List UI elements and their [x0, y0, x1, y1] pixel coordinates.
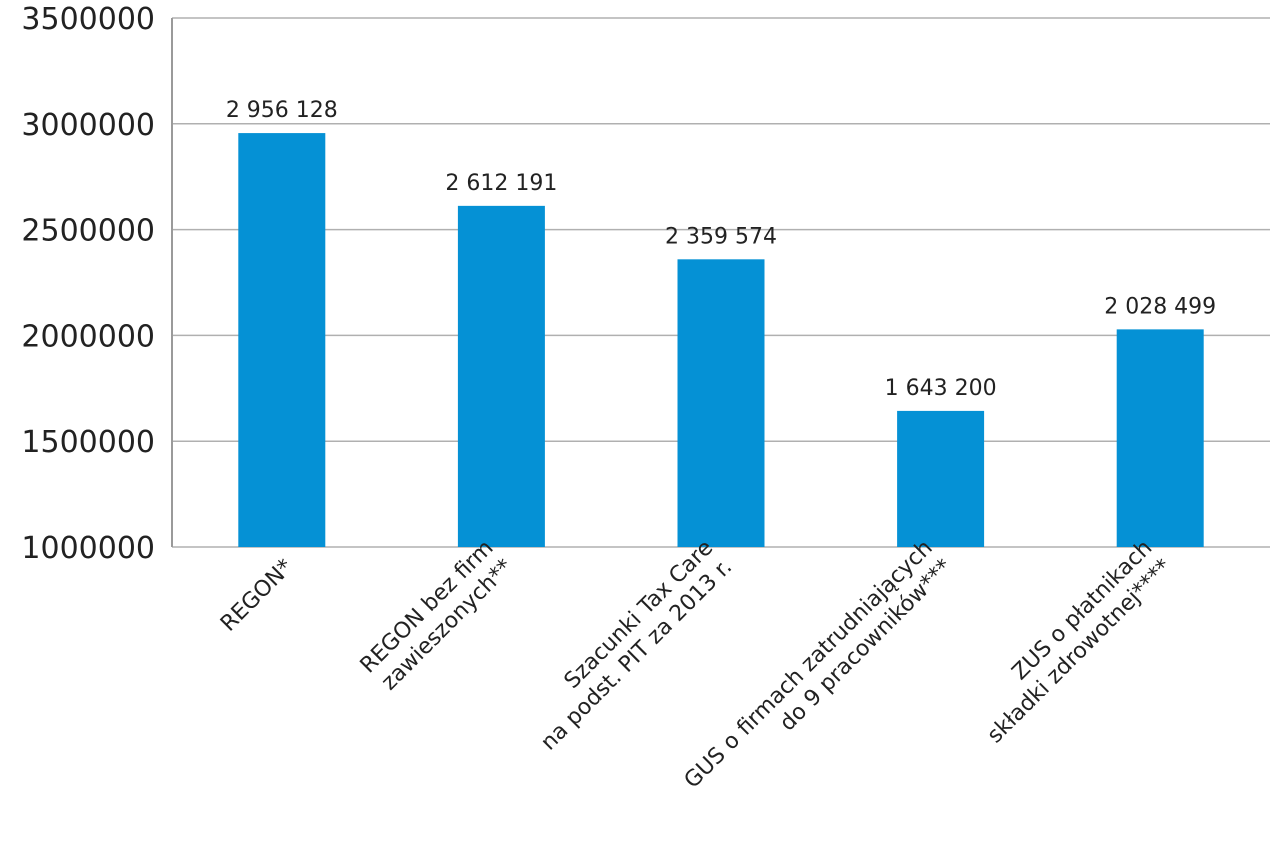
category-label: REGON* — [216, 555, 298, 637]
category-label-line: REGON* — [216, 555, 298, 637]
y-tick-label: 2500000 — [21, 214, 155, 249]
y-tick-label: 1500000 — [21, 425, 155, 460]
data-label: 2 612 191 — [445, 171, 557, 196]
y-tick-label: 3000000 — [21, 108, 155, 143]
y-tick-label: 1000000 — [21, 531, 155, 566]
category-label-line: na podst. PIT za 2013 r. — [536, 555, 737, 756]
bar — [677, 259, 765, 547]
bar — [457, 205, 545, 547]
bars — [238, 133, 1204, 547]
bar — [897, 410, 985, 547]
data-label: 2 956 128 — [226, 98, 338, 123]
y-tick-label: 3500000 — [21, 2, 155, 37]
category-label-line: do 9 pracowników*** — [775, 555, 957, 737]
data-label: 1 643 200 — [885, 376, 997, 401]
y-tick-label: 2000000 — [21, 319, 155, 354]
bar — [1116, 329, 1204, 547]
bar — [238, 133, 326, 547]
data-label: 2 028 499 — [1104, 294, 1216, 319]
category-label-line: składki zdrowotnej**** — [983, 555, 1177, 749]
data-labels: 2 956 128 2 612 191 2 359 574 1 643 200 2 02… — [226, 98, 1216, 401]
y-axis-ticks: 1000000 1500000 2000000 2500000 3000000 35000… — [21, 2, 155, 566]
data-label: 2 359 574 — [665, 224, 777, 249]
